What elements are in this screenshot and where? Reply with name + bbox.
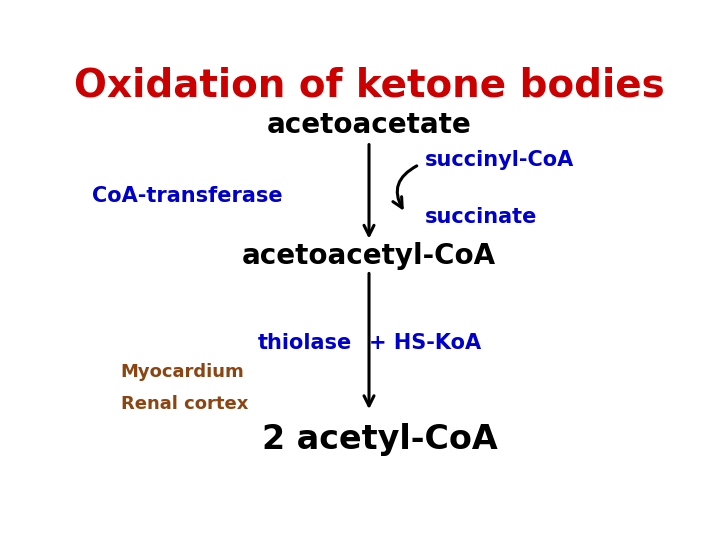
Text: 2 acetyl-CoA: 2 acetyl-CoA <box>262 422 498 456</box>
Text: succinyl-CoA: succinyl-CoA <box>425 151 574 171</box>
Text: acetoacetate: acetoacetate <box>266 111 472 139</box>
Text: Renal cortex: Renal cortex <box>121 395 248 413</box>
Text: acetoacetyl-CoA: acetoacetyl-CoA <box>242 242 496 270</box>
Text: Myocardium: Myocardium <box>121 363 245 381</box>
Text: thiolase: thiolase <box>258 333 352 353</box>
Text: Oxidation of ketone bodies: Oxidation of ketone bodies <box>73 66 665 105</box>
Text: CoA-transferase: CoA-transferase <box>92 186 283 206</box>
Text: + HS-KoA: + HS-KoA <box>369 333 481 353</box>
Text: succinate: succinate <box>425 207 537 227</box>
